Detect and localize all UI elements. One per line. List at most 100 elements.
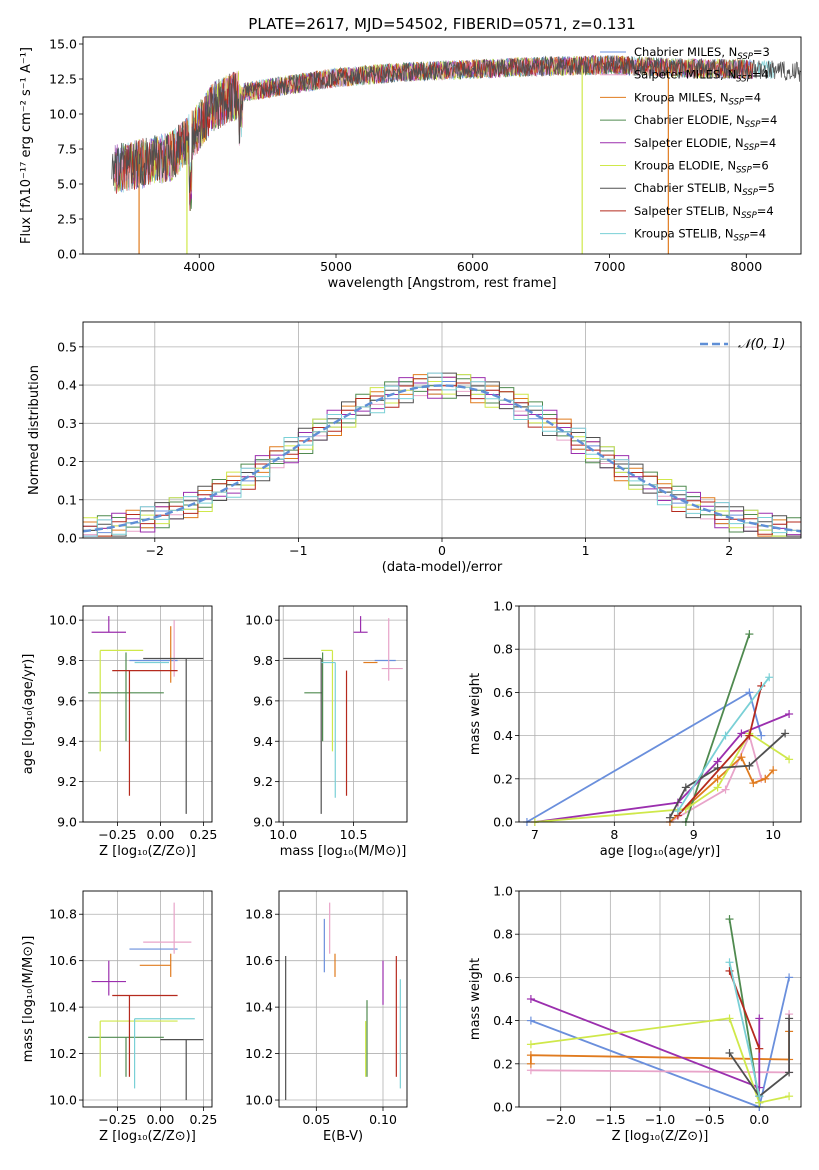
y-tick-label: 0.5 bbox=[57, 339, 77, 354]
legend-label-main: Chabrier ELODIE, N bbox=[634, 113, 745, 127]
legend-label-sub: SSP bbox=[741, 211, 757, 221]
y-tick-label: 0.8 bbox=[493, 927, 513, 942]
y-tick-label: 0.1 bbox=[57, 492, 77, 507]
legend-label-end: =6 bbox=[752, 159, 769, 173]
legend-label: Chabrier MILES, NSSP=3 bbox=[634, 45, 770, 62]
legend-label-main: Kroupa ELODIE, N bbox=[634, 159, 736, 173]
series-line bbox=[530, 998, 761, 1089]
y-axis-label: Flux [fλ10⁻¹⁷ erg cm⁻² s⁻¹ A⁻¹] bbox=[19, 47, 34, 244]
legend-label-sub: SSP bbox=[736, 75, 752, 85]
y-tick-label: 9.8 bbox=[57, 653, 77, 668]
x-tick-label: 8 bbox=[610, 827, 618, 842]
y-tick-label: 2.5 bbox=[57, 212, 77, 227]
legend-label: Chabrier ELODIE, NSSP=4 bbox=[634, 113, 777, 130]
legend-label-sub: SSP bbox=[742, 188, 758, 198]
legend-label-end: =4 bbox=[759, 136, 776, 150]
panel-age_vs_mass: 10.0 10.5 9.0 9.2 9.4 9.6 9.8 10.0 mass [log₁₀(M… bbox=[245, 605, 408, 859]
y-tick-label: 1.0 bbox=[493, 884, 513, 899]
legend-label-main: Chabrier MILES, N bbox=[634, 45, 737, 59]
axes-frame bbox=[82, 890, 213, 1108]
panel-age_vs_z: −0.25 0.00 0.25 9.0 9.2 9.4 9.6 9.8 10.0 Z [log₁₀… bbox=[21, 605, 217, 859]
y-tick-label: 10.2 bbox=[245, 1046, 273, 1061]
x-tick-label: 9 bbox=[690, 827, 698, 842]
y-tick-label: 0.2 bbox=[493, 771, 513, 786]
y-tick-label: 9.0 bbox=[57, 815, 77, 830]
panel-spectrum: 4000 5000 6000 7000 8000 0.0 2.5 5.0 7.5 10.0 12.5… bbox=[19, 15, 802, 291]
y-tick-label: 10.0 bbox=[245, 1093, 273, 1108]
legend-label: Salpeter ELODIE, NSSP=4 bbox=[634, 136, 776, 153]
y-tick-label: 10.6 bbox=[245, 953, 273, 968]
y-axis-label: Normed distribution bbox=[27, 365, 42, 495]
chart-title: PLATE=2617, MJD=54502, FIBERID=0571, z=0… bbox=[248, 15, 635, 33]
y-axis-label: age [log₁₀(age/yr)] bbox=[21, 654, 36, 775]
legend-label-sub: SSP bbox=[736, 166, 752, 176]
legend-label-sub: SSP bbox=[729, 97, 745, 107]
x-axis-label: Z [log₁₀(Z/Z⊙)] bbox=[99, 844, 196, 859]
legend-label-main: Chabrier STELIB, N bbox=[634, 181, 742, 195]
series-line bbox=[669, 755, 774, 823]
x-tick-label: 10.0 bbox=[269, 827, 297, 842]
y-axis-label: mass weight bbox=[468, 958, 483, 1040]
x-axis-label: age [log₁₀(age/yr)] bbox=[600, 844, 721, 859]
y-tick-label: 5.0 bbox=[57, 177, 77, 192]
x-tick-label: −0.25 bbox=[98, 827, 136, 842]
x-axis-label: (data-model)/error bbox=[382, 560, 503, 575]
y-tick-label: 10.8 bbox=[245, 907, 273, 922]
y-axis-label: mass [log₁₀(M/M⊙)] bbox=[21, 936, 36, 1063]
y-tick-label: 0.3 bbox=[57, 416, 77, 431]
legend-label-sub: SSP bbox=[745, 120, 761, 130]
x-tick-label: 0.0 bbox=[749, 1112, 769, 1127]
legend-label-end: =3 bbox=[753, 45, 770, 59]
y-tick-label: 0.4 bbox=[57, 378, 77, 393]
series-line bbox=[728, 1018, 790, 1098]
x-tick-label: 0.10 bbox=[369, 1112, 397, 1127]
axes-frame bbox=[518, 605, 802, 823]
y-tick-label: 9.4 bbox=[57, 734, 77, 749]
y-tick-label: 0.4 bbox=[493, 1013, 513, 1028]
axes-frame bbox=[82, 36, 802, 255]
y-tick-label: 10.0 bbox=[49, 1093, 77, 1108]
x-tick-label: 2 bbox=[725, 543, 733, 558]
y-tick-label: 0.6 bbox=[493, 970, 513, 985]
x-tick-label: −1.5 bbox=[595, 1112, 625, 1127]
legend-label-end: =4 bbox=[757, 204, 774, 218]
x-tick-label: 0.05 bbox=[302, 1112, 330, 1127]
series-line bbox=[684, 633, 751, 823]
x-tick-label: −0.5 bbox=[694, 1112, 724, 1127]
histogram-step bbox=[83, 372, 801, 537]
legend-label-sub: SSP bbox=[737, 52, 753, 62]
x-tick-label: 0.00 bbox=[146, 1112, 174, 1127]
legend-label: Kroupa STELIB, NSSP=4 bbox=[634, 227, 766, 244]
x-tick-label: −1.0 bbox=[645, 1112, 675, 1127]
series-line bbox=[526, 691, 763, 823]
y-tick-label: 10.0 bbox=[49, 613, 77, 628]
y-tick-label: 7.5 bbox=[57, 142, 77, 157]
y-tick-label: 9.6 bbox=[57, 693, 77, 708]
legend-label-main: Salpeter MILES, N bbox=[634, 68, 736, 82]
x-axis-label: Z [log₁₀(Z/Z⊙)] bbox=[99, 1129, 196, 1144]
axes-frame bbox=[518, 890, 802, 1108]
x-tick-label: −1 bbox=[289, 543, 307, 558]
y-tick-label: 0.8 bbox=[493, 642, 513, 657]
y-tick-label: 0.0 bbox=[493, 815, 513, 830]
x-tick-label: 0.00 bbox=[146, 827, 174, 842]
legend-label: Kroupa ELODIE, NSSP=6 bbox=[634, 159, 769, 176]
legend-label-end: =4 bbox=[749, 227, 766, 241]
axes-frame bbox=[82, 321, 802, 539]
legend-label-end: =4 bbox=[744, 90, 761, 104]
y-tick-label: 0.0 bbox=[493, 1100, 513, 1115]
x-tick-label: 0.25 bbox=[189, 1112, 217, 1127]
y-tick-label: 10.0 bbox=[49, 107, 77, 122]
y-tick-label: 9.8 bbox=[253, 653, 273, 668]
series-line bbox=[728, 962, 761, 1097]
x-tick-label: 1 bbox=[582, 543, 590, 558]
y-tick-label: 0.4 bbox=[493, 728, 513, 743]
panel-mass_weight_vs_z: −2.0 −1.5 −1.0 −0.5 0.0 0.0 0.2 0.4 0.6 0.8 1.0 Z [… bbox=[468, 884, 802, 1144]
legend-label-end: =4 bbox=[752, 68, 769, 82]
legend-label-end: =5 bbox=[758, 181, 775, 195]
legend-label-sub: SSP bbox=[734, 234, 750, 244]
y-tick-label: 0.6 bbox=[493, 685, 513, 700]
axes-frame bbox=[278, 890, 408, 1108]
y-tick-label: 10.2 bbox=[49, 1046, 77, 1061]
